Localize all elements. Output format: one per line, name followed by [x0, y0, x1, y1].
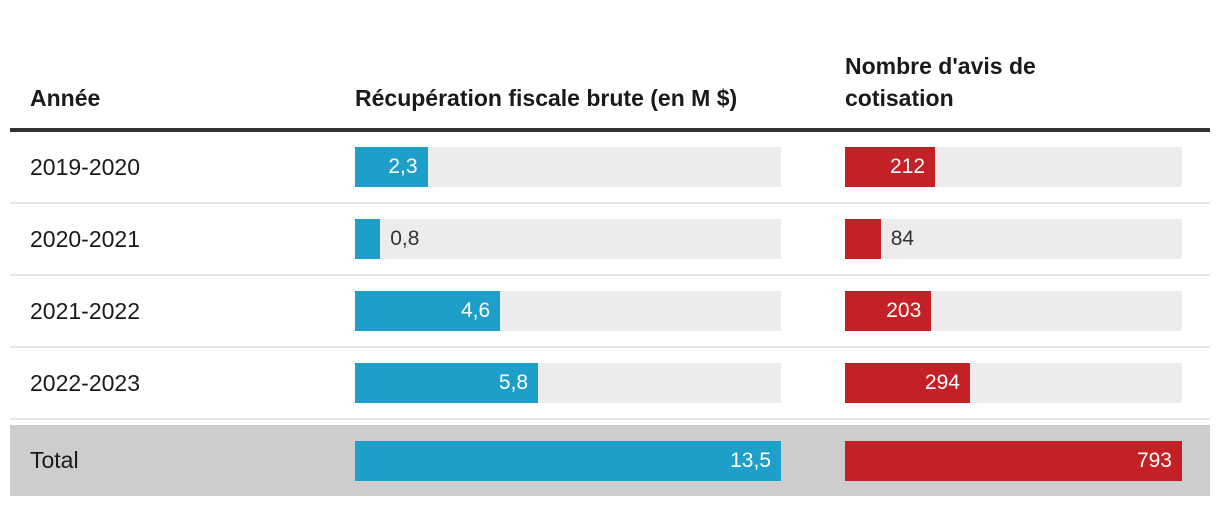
avis-value-label: 212: [890, 155, 926, 178]
avis-value-label: 793: [1136, 448, 1172, 472]
recuperation-bar-track: 0,8: [355, 219, 781, 259]
avis-bar: 203: [845, 291, 932, 331]
table-body: 2019-2020 2,3 212 2020-2021 0,8 84 2021-2022 4,…: [10, 132, 1210, 496]
row-year-label: 2019-2020: [30, 153, 140, 180]
avis-bar-track: 212: [845, 147, 1182, 187]
recuperation-bar: 13,5: [355, 440, 781, 481]
avis-bar: 212: [845, 147, 936, 187]
recuperation-bar-track: 2,3: [355, 147, 781, 187]
recuperation-bar: 2,3: [355, 147, 428, 187]
avis-cell: 203: [845, 291, 1210, 331]
recuperation-value-label: 5,8: [498, 371, 529, 394]
table-header-row: Année Récupération fiscale brute (en M $…: [10, 0, 1210, 132]
column-header-annee: Année: [30, 85, 101, 111]
avis-bar-track: 203: [845, 291, 1182, 331]
avis-bar-track: 793: [845, 440, 1182, 481]
recuperation-bar-track: 4,6: [355, 291, 781, 331]
avis-bar-track: 294: [845, 363, 1182, 403]
avis-cell: 212: [845, 147, 1210, 187]
avis-bar: [845, 219, 881, 259]
recuperation-bar: 5,8: [355, 363, 539, 403]
column-header-recuperation: Récupération fiscale brute (en M $): [355, 82, 845, 114]
recuperation-value-label: 13,5: [730, 448, 771, 472]
recuperation-cell: 2,3: [355, 147, 845, 187]
avis-value-label: 203: [886, 299, 922, 322]
recuperation-cell: 0,8: [355, 219, 845, 259]
fiscal-recovery-table: Année Récupération fiscale brute (en M $…: [10, 0, 1210, 496]
column-header-avis: Nombre d'avis de cotisation: [845, 50, 1210, 114]
table-row: 2020-2021 0,8 84: [10, 204, 1210, 276]
table-row: 2022-2023 5,8 294: [10, 348, 1210, 420]
recuperation-bar-track: 5,8: [355, 363, 781, 403]
recuperation-cell: 4,6: [355, 291, 845, 331]
table-row: 2021-2022 4,6 203: [10, 276, 1210, 348]
recuperation-bar-track: 13,5: [355, 440, 781, 481]
recuperation-value-label: 0,8: [390, 227, 420, 250]
table-row: 2019-2020 2,3 212: [10, 132, 1210, 204]
avis-cell: 793: [845, 440, 1210, 481]
recuperation-cell: 5,8: [355, 363, 845, 403]
avis-value-label: 294: [924, 371, 960, 394]
avis-cell: 294: [845, 363, 1210, 403]
row-year-label: 2022-2023: [30, 369, 140, 396]
column-header-recuperation-label: Récupération fiscale brute (en M $): [355, 85, 738, 111]
avis-bar: 793: [845, 440, 1182, 481]
row-year-label: 2021-2022: [30, 297, 140, 324]
row-year-label: Total: [30, 447, 79, 473]
avis-bar-track: 84: [845, 219, 1182, 259]
recuperation-bar: 4,6: [355, 291, 501, 331]
table-row-total: Total 13,5 793: [10, 425, 1210, 496]
recuperation-value-label: 2,3: [388, 155, 418, 178]
avis-value-label: 84: [890, 227, 915, 250]
recuperation-value-label: 4,6: [460, 299, 491, 322]
recuperation-cell: 13,5: [355, 440, 845, 481]
column-header-avis-label: Nombre d'avis de cotisation: [845, 53, 1036, 111]
avis-cell: 84: [845, 219, 1210, 259]
avis-bar: 294: [845, 363, 970, 403]
recuperation-bar: [355, 219, 381, 259]
row-year-label: 2020-2021: [30, 225, 140, 252]
